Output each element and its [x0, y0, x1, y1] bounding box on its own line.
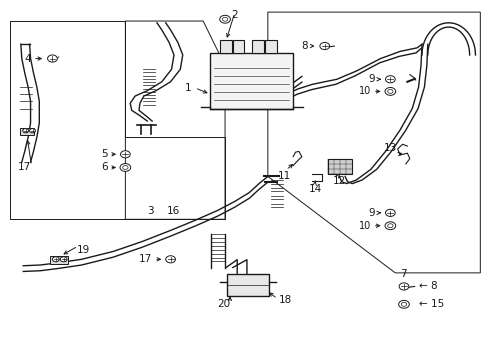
Circle shape [60, 257, 67, 262]
Text: 12: 12 [332, 176, 345, 186]
Text: ← 8: ← 8 [418, 282, 436, 292]
Bar [220, 40, 231, 53]
Circle shape [165, 256, 175, 263]
Text: 13: 13 [383, 143, 396, 153]
Text: 17: 17 [18, 162, 31, 172]
Circle shape [319, 42, 329, 50]
Text: 4: 4 [25, 54, 31, 64]
Circle shape [120, 163, 130, 171]
Text: 5: 5 [101, 149, 107, 159]
Text: 9: 9 [367, 208, 374, 218]
Text: 1: 1 [184, 83, 191, 93]
Text: 9: 9 [367, 74, 374, 84]
Circle shape [219, 15, 230, 23]
Circle shape [52, 257, 59, 262]
Circle shape [398, 300, 408, 308]
Bar [252, 40, 264, 53]
Text: 11: 11 [277, 171, 290, 181]
Text: 20: 20 [216, 299, 229, 309]
Circle shape [387, 224, 392, 228]
Circle shape [122, 166, 128, 170]
Circle shape [47, 55, 57, 62]
Bar [50, 256, 67, 264]
Text: 10: 10 [358, 221, 370, 231]
Circle shape [120, 151, 130, 158]
Text: 10: 10 [358, 86, 370, 96]
Circle shape [384, 222, 395, 230]
Bar [232, 40, 244, 53]
Text: 17: 17 [139, 254, 152, 264]
Text: 7: 7 [399, 269, 406, 279]
Text: 2: 2 [231, 10, 238, 20]
Text: ← 15: ← 15 [418, 299, 443, 309]
Circle shape [398, 283, 408, 290]
Text: 16: 16 [166, 206, 180, 216]
Circle shape [385, 76, 394, 83]
Bar [210, 53, 292, 109]
Circle shape [385, 209, 394, 216]
Circle shape [387, 89, 392, 93]
Text: 19: 19 [77, 245, 90, 255]
Text: 18: 18 [278, 295, 291, 305]
Circle shape [384, 87, 395, 95]
Bar [327, 159, 352, 174]
Text: 6: 6 [101, 162, 107, 172]
Circle shape [401, 302, 406, 306]
Bar [227, 274, 268, 296]
Text: 3: 3 [147, 206, 154, 216]
Text: 14: 14 [308, 184, 321, 194]
Circle shape [23, 129, 29, 133]
Bar [264, 40, 276, 53]
Circle shape [222, 17, 227, 21]
Circle shape [30, 129, 35, 133]
Text: 8: 8 [301, 41, 307, 51]
Bar [20, 128, 34, 135]
